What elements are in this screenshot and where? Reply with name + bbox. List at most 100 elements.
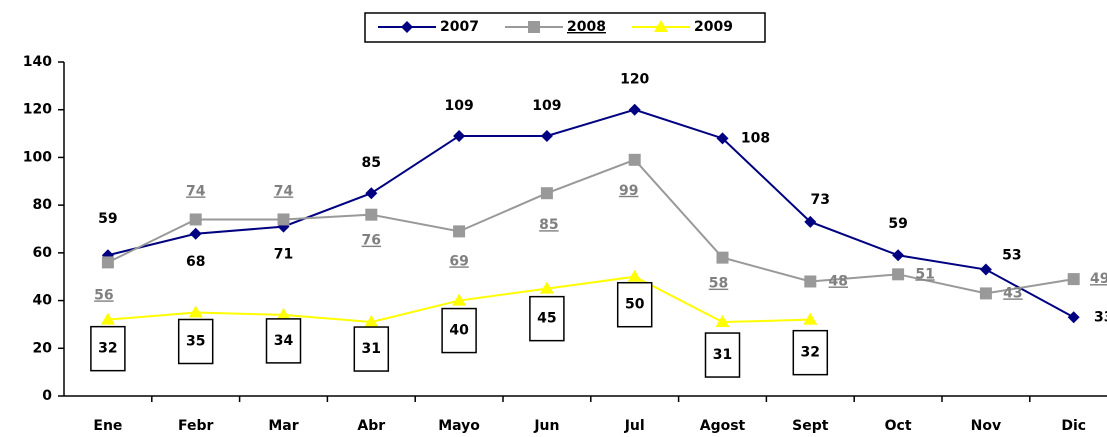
point-marker [892, 268, 905, 281]
legend-label: 2008 [567, 19, 606, 35]
data-label: 45 [537, 311, 556, 327]
data-label: 32 [98, 341, 117, 357]
data-label: 109 [444, 98, 473, 114]
point-marker [453, 225, 466, 238]
data-label-box [792, 329, 829, 376]
data-label: 59 [888, 216, 907, 232]
point-marker [453, 129, 466, 142]
point-marker [892, 249, 905, 262]
data-label: 76 [362, 233, 381, 249]
data-label: 48 [829, 273, 848, 289]
y-tick-label: 60 [33, 245, 53, 261]
point-marker [100, 312, 115, 325]
data-label-box [704, 332, 741, 378]
point-marker [277, 213, 290, 226]
x-tick-label: Mar [268, 418, 298, 434]
data-label: 40 [449, 323, 469, 339]
data-label: 71 [274, 247, 293, 263]
x-tick-label: Agost [700, 418, 746, 434]
data-label: 35 [186, 334, 205, 350]
y-tick-label: 40 [33, 293, 53, 309]
point-marker [539, 281, 554, 294]
data-label-box [616, 281, 653, 328]
point-marker [189, 213, 202, 226]
legend-marker [401, 21, 413, 33]
data-label: 59 [98, 211, 117, 227]
data-label: 34 [274, 333, 294, 349]
data-label-box [529, 295, 565, 342]
data-label: 85 [539, 217, 558, 233]
x-tick-label: Dic [1061, 418, 1086, 434]
point-marker [1067, 311, 1080, 324]
point-marker [979, 287, 992, 300]
data-label: 53 [1002, 248, 1021, 264]
legend-marker [654, 20, 668, 32]
data-label-box [177, 318, 214, 365]
point-marker [452, 293, 467, 306]
point-marker [628, 103, 641, 116]
series-line [107, 158, 1074, 295]
x-tick-label: Oct [885, 418, 912, 434]
y-tick-label: 0 [42, 388, 52, 404]
data-label: 31 [713, 347, 732, 363]
point-marker [803, 312, 818, 325]
y-tick-label: 120 [23, 102, 52, 118]
data-label: 43 [1003, 285, 1022, 301]
data-label: 73 [811, 192, 830, 208]
x-tick-label: Jun [533, 418, 559, 434]
data-label: 49 [1090, 271, 1107, 287]
point-marker [627, 269, 642, 282]
data-label: 31 [362, 341, 381, 357]
x-tick-label: Sept [792, 418, 829, 434]
data-label: 99 [619, 183, 638, 199]
data-label-box [265, 318, 302, 364]
point-marker [804, 215, 817, 228]
data-label: 58 [709, 276, 728, 292]
data-label-box [353, 326, 390, 372]
legend-marker [528, 21, 540, 33]
point-marker [716, 251, 729, 264]
point-marker [365, 187, 378, 200]
point-marker [540, 187, 553, 200]
point-marker [101, 256, 114, 269]
point-marker [188, 305, 203, 318]
data-label: 33 [1094, 309, 1107, 325]
data-label: 50 [625, 297, 645, 313]
point-marker [715, 315, 730, 328]
data-label: 108 [741, 130, 770, 146]
data-label: 85 [362, 155, 381, 171]
x-tick-label: Abr [357, 418, 385, 434]
series-line [107, 108, 1075, 319]
y-tick-label: 20 [33, 340, 53, 356]
data-label-box [441, 307, 477, 354]
point-marker [540, 129, 553, 142]
data-label-box [90, 325, 126, 372]
data-label: 109 [532, 98, 561, 114]
data-label: 69 [449, 253, 468, 269]
point-marker [189, 227, 202, 240]
data-label: 56 [94, 287, 113, 303]
data-label: 51 [915, 266, 934, 282]
point-marker [804, 275, 817, 288]
y-tick-label: 100 [23, 149, 52, 165]
point-marker [364, 315, 379, 328]
data-label: 74 [186, 183, 206, 199]
y-tick-label: 80 [33, 197, 53, 213]
data-label: 68 [186, 254, 205, 270]
point-marker [365, 208, 378, 221]
point-marker [716, 132, 729, 145]
y-tick-label: 140 [23, 54, 52, 70]
point-marker [1067, 273, 1080, 286]
legend-label: 2007 [440, 19, 479, 35]
point-marker [628, 153, 641, 166]
x-tick-label: Nov [971, 418, 1001, 434]
data-label: 74 [274, 183, 294, 199]
x-tick-label: Jul [624, 418, 645, 434]
x-tick-label: Ene [93, 418, 122, 434]
point-marker [979, 263, 992, 276]
x-tick-label: Mayo [438, 418, 480, 434]
legend-label: 2009 [694, 19, 733, 35]
x-tick-label: Febr [178, 418, 214, 434]
data-label: 120 [620, 72, 649, 88]
